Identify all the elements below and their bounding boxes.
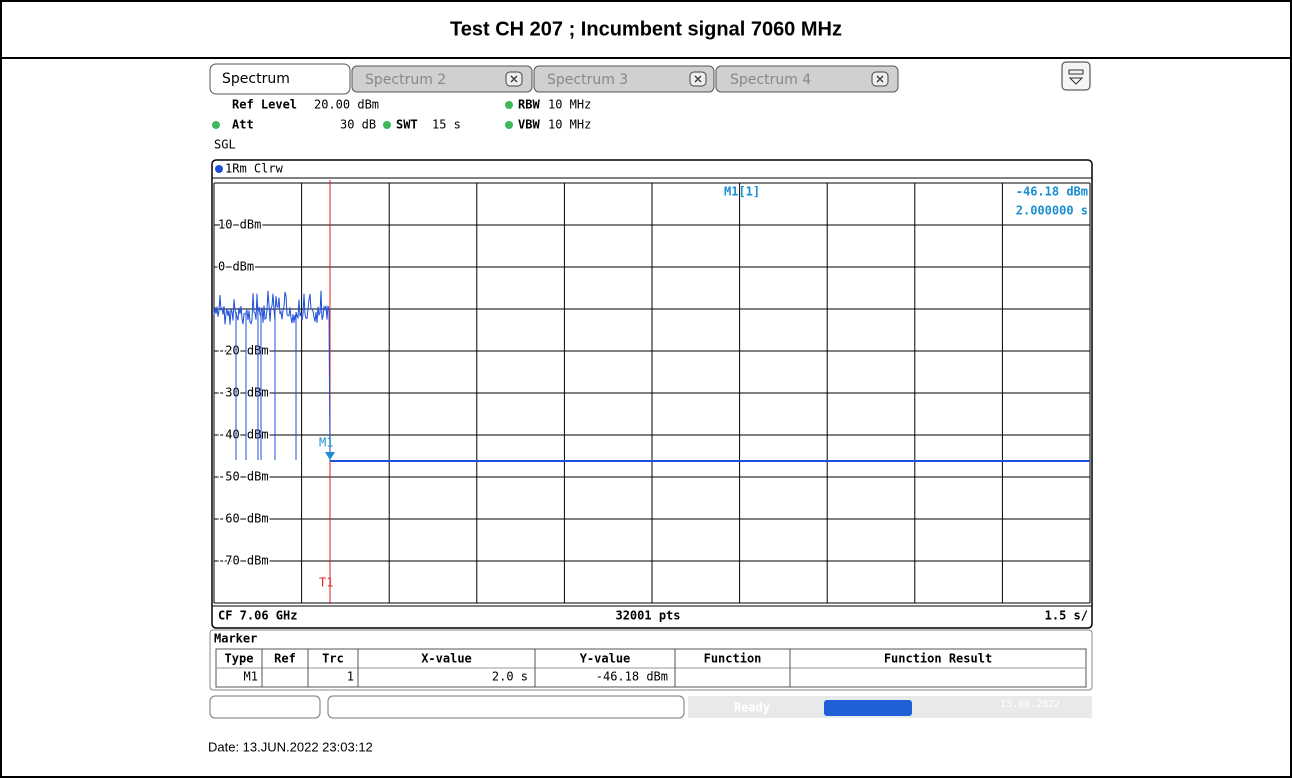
col-header: Ref xyxy=(274,652,296,666)
title: Test CH 207 ; Incumbent signal 7060 MHz xyxy=(450,18,842,40)
col-header: Type xyxy=(225,652,254,666)
menu-icon xyxy=(1068,69,1084,85)
y-label: -50 dBm xyxy=(218,470,269,484)
tab-label: Spectrum 2 xyxy=(365,72,446,88)
marker-level: -46.18 dBm xyxy=(1016,185,1088,199)
trace-label: 1Rm Clrw xyxy=(225,162,284,176)
trigger-label: T1 xyxy=(319,576,333,590)
setting-value: 30 dB xyxy=(340,118,376,132)
y-label: -20 dBm xyxy=(218,344,269,358)
marker-label: M1 xyxy=(319,436,333,450)
cell: M1 xyxy=(244,670,258,684)
setting-label: Ref Level xyxy=(232,98,297,112)
setting-label: Att xyxy=(232,118,254,132)
col-header: Trc xyxy=(322,652,344,666)
setting-label: VBW xyxy=(518,118,540,132)
col-header: Y-value xyxy=(580,652,631,666)
menu-button[interactable] xyxy=(1061,61,1091,91)
x xyxy=(510,75,884,83)
setting-value: 20.00 dBm xyxy=(314,98,379,112)
y-labels: 10 dBm 0 dBm -20 dBm -30 dBm -40 dBm -50 dBm -… xyxy=(217,216,271,569)
status-field xyxy=(209,695,321,719)
y-label: -60 dBm xyxy=(218,512,269,526)
cell: 1 xyxy=(347,670,354,684)
col-header: Function xyxy=(704,652,762,666)
col-header: Function Result xyxy=(884,652,992,666)
y-label: -40 dBm xyxy=(218,428,269,442)
sweep: 1.5 s/ xyxy=(1045,609,1088,623)
setting-label: RBW xyxy=(518,98,540,112)
marker-name: M1[1] xyxy=(724,185,760,199)
setting-label: SWT xyxy=(396,118,418,132)
progress xyxy=(824,700,912,716)
y-label: -30 dBm xyxy=(218,386,269,400)
cell: -46.18 dBm xyxy=(596,670,668,684)
col-header: X-value xyxy=(421,652,472,666)
tab[interactable] xyxy=(715,65,899,93)
trace xyxy=(213,290,331,462)
marker xyxy=(325,452,335,460)
date-line: Date: 13.JUN.2022 23:03:12 xyxy=(208,739,373,754)
close-icons xyxy=(510,75,884,83)
points: 32001 pts xyxy=(615,609,680,623)
tab-label: Spectrum 3 xyxy=(547,72,628,88)
tab-label: Spectrum 4 xyxy=(730,72,811,88)
tab[interactable] xyxy=(209,63,351,95)
tab[interactable] xyxy=(533,65,715,93)
y-label: -70 dBm xyxy=(218,554,269,568)
marker-title: Marker xyxy=(214,632,257,646)
tab[interactable] xyxy=(351,65,533,93)
grid xyxy=(213,182,1091,604)
cell: 2.0 s xyxy=(492,670,528,684)
trace-dot xyxy=(215,165,223,173)
marker-time: 2.000000 s xyxy=(1016,204,1088,218)
led xyxy=(383,121,391,129)
marker-panel xyxy=(209,629,1093,691)
led xyxy=(212,121,220,129)
mode: SGL xyxy=(214,138,236,152)
columns: Type Ref Trc X-value Y-value Function Function… xyxy=(225,649,992,687)
tab-label: Spectrum xyxy=(222,71,290,87)
y-label: 0 dBm xyxy=(218,260,254,274)
led xyxy=(505,121,513,129)
setting-value: 10 MHz xyxy=(548,98,591,112)
status-field xyxy=(327,695,685,719)
setting-value: 10 MHz xyxy=(548,118,591,132)
ready: Ready xyxy=(734,701,770,715)
status-date: 13.06.2022 xyxy=(1000,699,1060,710)
y-label: 10 dBm xyxy=(218,218,261,232)
cf: CF 7.06 GHz xyxy=(218,609,297,623)
led xyxy=(505,101,513,109)
setting-value: 15 s xyxy=(432,118,461,132)
